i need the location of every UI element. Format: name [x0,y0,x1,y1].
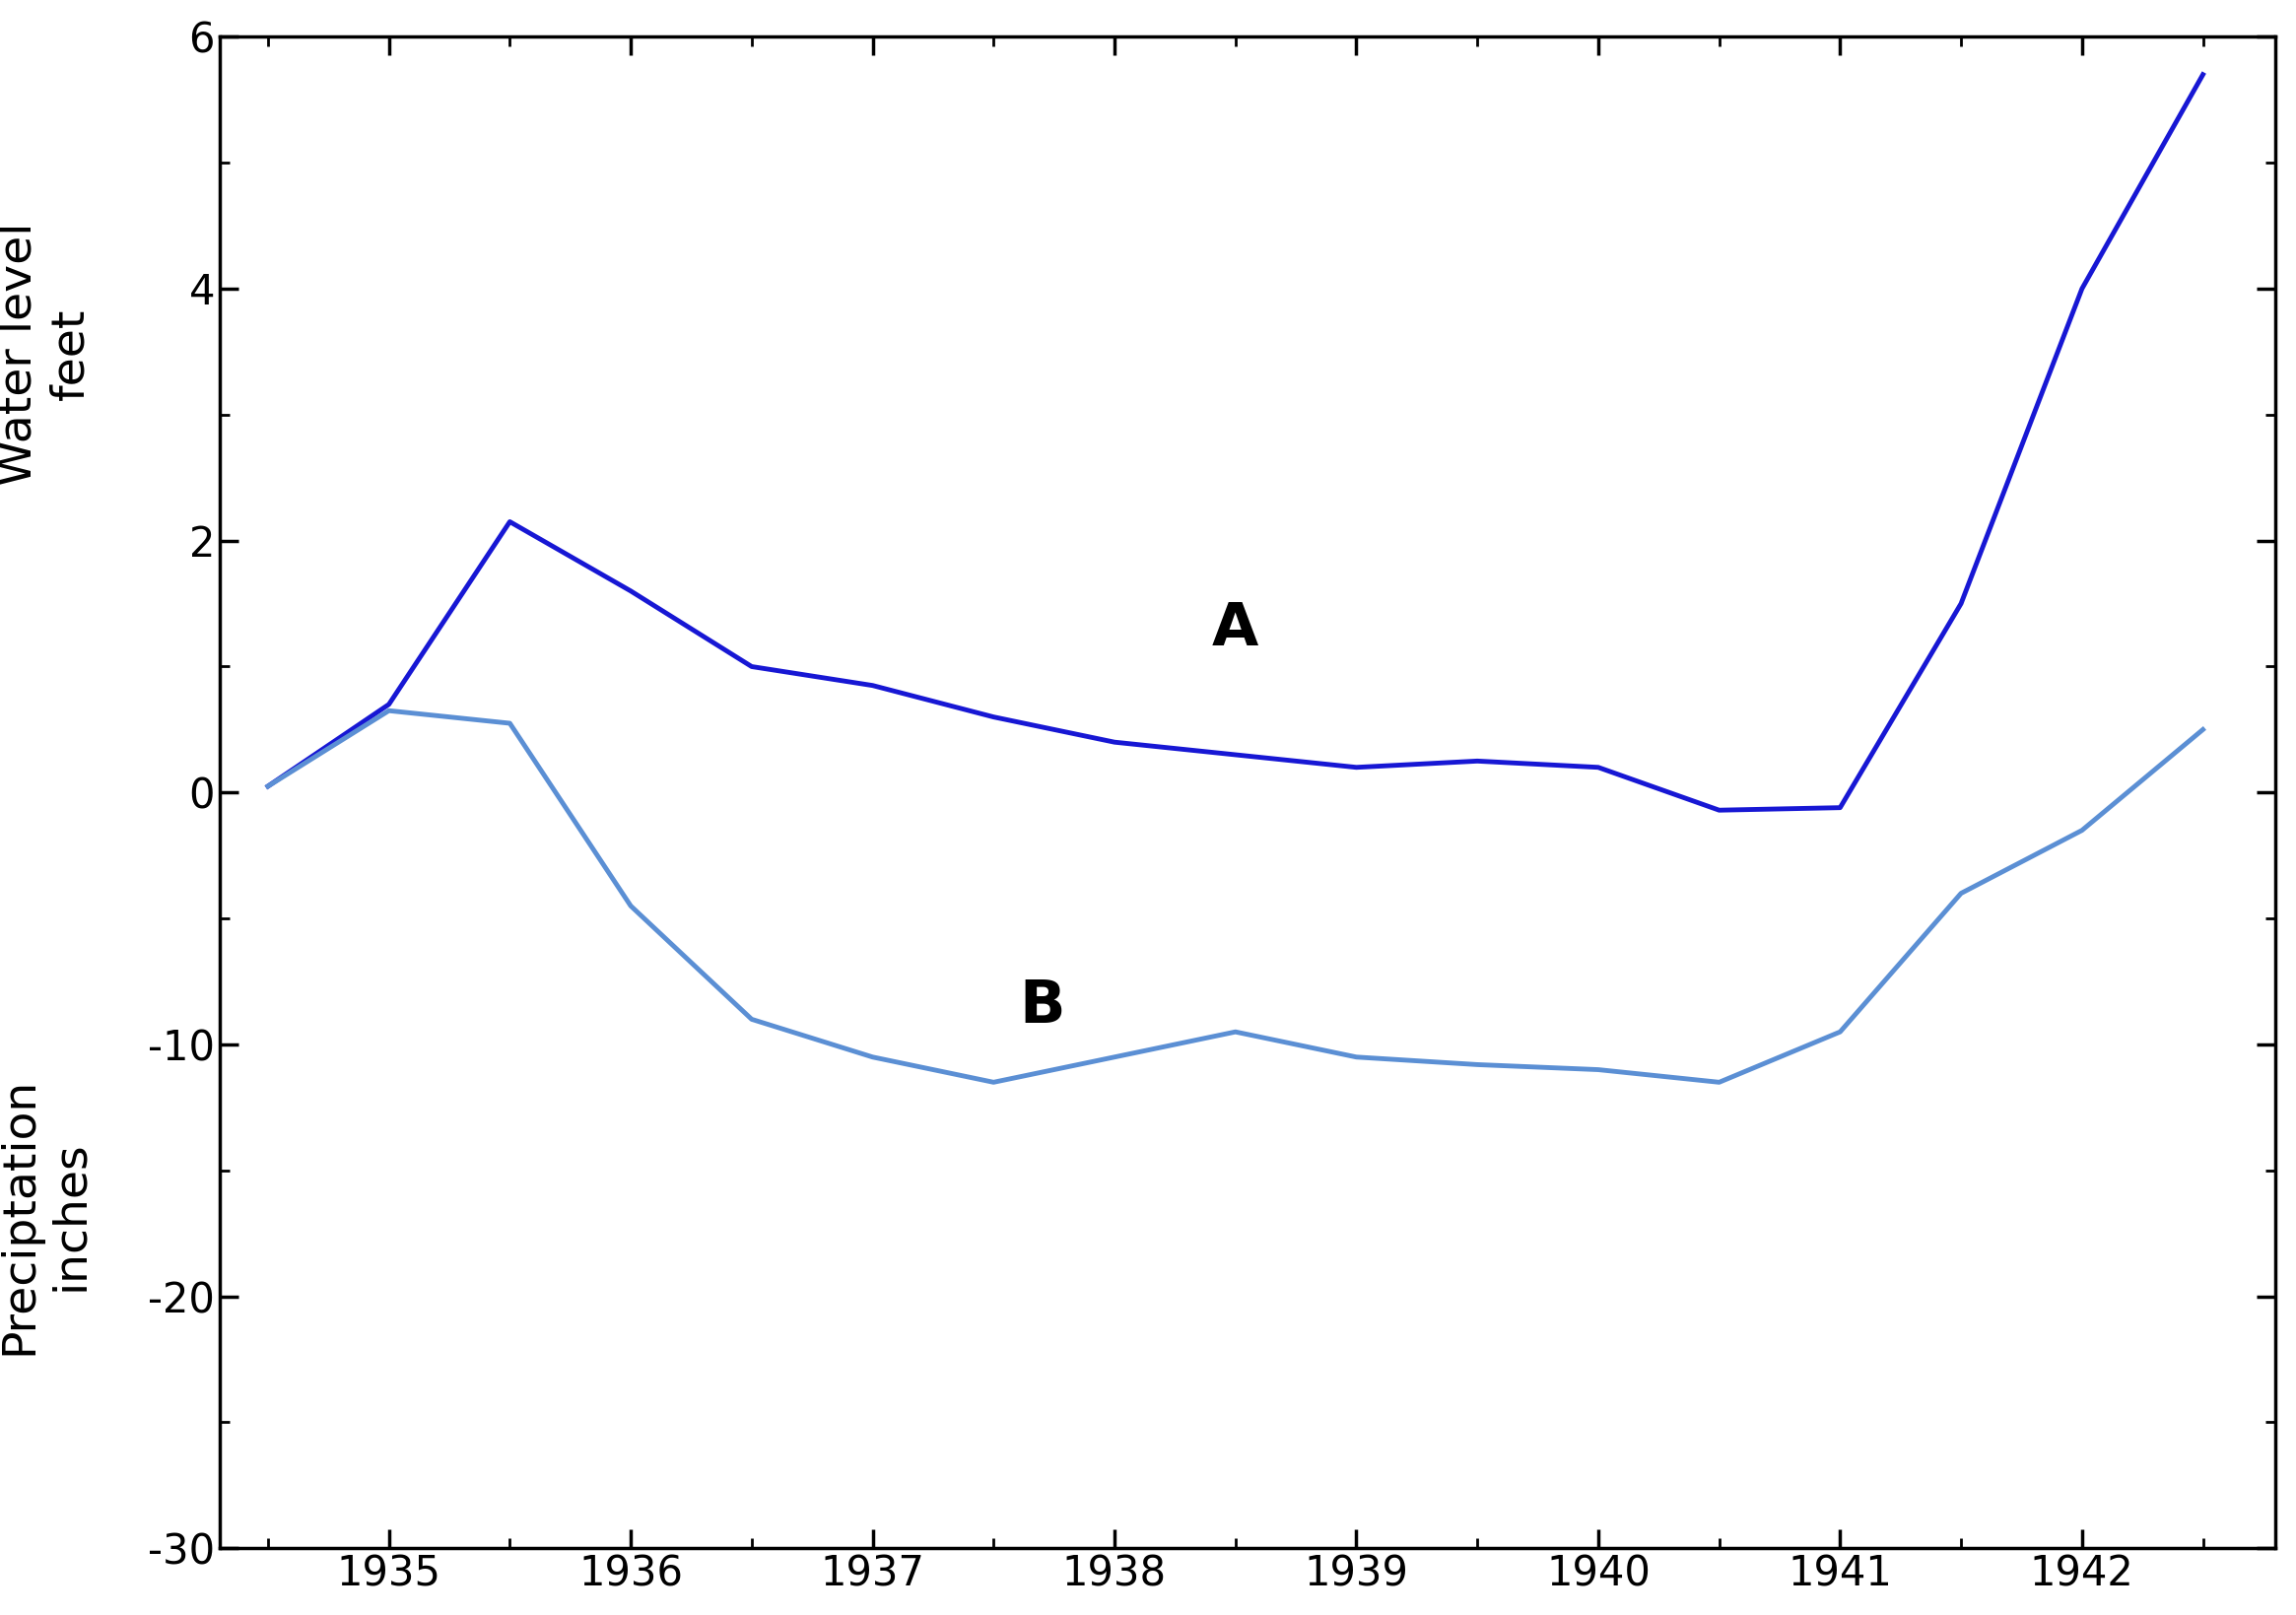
Text: B: B [1019,977,1065,1035]
Text: Water level
feet: Water level feet [0,223,92,486]
Text: Preciptation
inches: Preciptation inches [0,1077,92,1355]
Text: A: A [1212,599,1258,657]
